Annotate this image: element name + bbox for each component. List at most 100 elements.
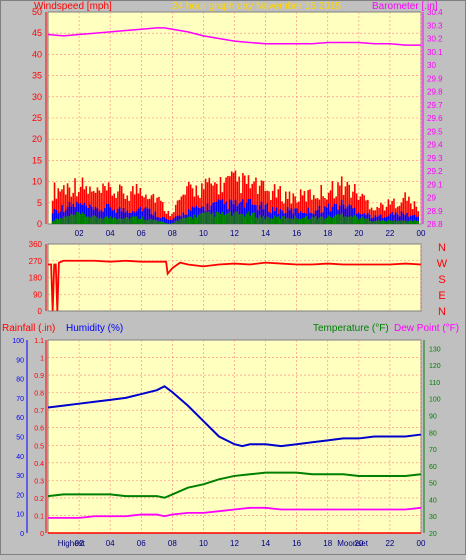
time-tick-label: 08 [168,229,177,238]
barometer-tick-label: 29.1 [427,180,443,189]
humidity-tick-label: 70 [16,396,24,403]
direction-tick-label: 360 [29,240,43,249]
barometer-tick-label: 29.3 [427,154,443,163]
humidity-tick-label: 0 [20,531,24,538]
rainfall-tick-label: 0.6 [34,426,44,433]
windspeed-tick-label: 25 [32,113,42,123]
barometer-tick-label: 28.9 [427,207,443,216]
temperature-tick-label: 20 [429,531,437,538]
windspeed-tick-label: 5 [37,198,42,208]
time-tick-label: 22 [385,539,394,548]
humidity-tick-label: 30 [16,473,24,480]
direction-tick-label: 0 [38,307,43,316]
windspeed-tick-label: 15 [32,155,42,165]
time-tick-label: 00 [417,229,426,238]
temperature-tick-label: 120 [429,363,441,370]
rainfall-tick-label: 1 [40,356,44,363]
time-tick-label: 10 [199,229,208,238]
barometer-tick-label: 29.7 [427,101,443,110]
temperature-tick-label: 30 [429,514,437,521]
compass-label: E [438,290,445,302]
windspeed-tick-label: 20 [32,134,42,144]
windspeed-tick-label: 30 [32,92,42,102]
temperature-tick-label: 100 [429,397,441,404]
compass-label: S [438,274,445,286]
barometer-axis-title: Barometer [.in] [372,1,438,12]
barometer-tick-label: 30.3 [427,21,443,30]
time-tick-label: 08 [168,539,177,548]
barometer-tick-label: 29.2 [427,167,443,176]
compass-label: N [438,242,446,254]
windspeed-tick-label: 45 [32,28,42,38]
direction-tick-label: 180 [29,274,43,283]
temperature-tick-label: 110 [429,380,440,387]
rainfall-tick-label: 0.9 [34,373,44,380]
time-tick-label: 02 [75,539,84,548]
barometer-tick-label: 30.1 [427,48,443,57]
temperature-axis-title: Temperature (°F) [313,323,389,334]
time-tick-label: 20 [354,539,363,548]
windspeed-tick-label: 40 [32,49,42,59]
wind-direction-line [48,259,422,312]
direction-tick-label: 270 [29,257,43,266]
time-tick-label: 18 [323,229,332,238]
rainfall-tick-label: 0 [40,531,44,538]
barometer-tick-label: 29.6 [427,114,443,123]
time-tick-label: 10 [199,539,208,548]
humidity-tick-label: 60 [16,415,24,422]
highest-marker-label: Highest [58,539,86,548]
humidity-axis-title: Humidity (%) [66,323,123,334]
temperature-tick-label: 40 [429,497,437,504]
humidity-tick-label: 50 [16,435,24,442]
barometer-tick-label: 28.8 [427,220,443,229]
rainfall-axis-title: Rainfall (.in) [2,323,55,334]
time-tick-label: 12 [230,229,239,238]
barometer-tick-label: 29.4 [427,141,443,150]
dew-point-axis-title: Dew Point (°F) [394,323,459,334]
time-tick-label: 04 [106,539,115,548]
barometer-tick-label: 29.5 [427,127,443,136]
rainfall-tick-label: 0.7 [34,408,44,415]
rainfall-tick-label: 0.1 [34,513,44,520]
time-tick-label: 06 [137,229,146,238]
temperature-tick-label: 50 [429,481,437,488]
windspeed-tick-label: 35 [32,71,42,81]
temperature-tick-label: 60 [429,464,437,471]
barometer-tick-label: 29.8 [427,88,443,97]
rainfall-tick-label: 0.3 [34,478,44,485]
windspeed-tick-label: 0 [37,219,42,229]
temperature-tick-label: 130 [429,346,441,353]
compass-label: W [437,258,448,270]
humidity-tick-label: 100 [12,338,24,345]
time-tick-label: 12 [230,539,239,548]
time-tick-label: 14 [261,229,270,238]
humidity-tick-label: 40 [16,454,24,461]
rainfall-tick-label: 0.8 [34,391,44,398]
time-tick-label: 16 [292,229,301,238]
windspeed-tick-label: 50 [32,7,42,17]
time-tick-label: 22 [385,229,394,238]
time-tick-label: 18 [323,539,332,548]
time-tick-label: 00 [417,539,426,548]
barometer-tick-label: 29.9 [427,74,443,83]
moonset-marker-label: Moonset [337,539,368,548]
barometer-line [47,27,421,46]
barometer-tick-label: 30.4 [427,8,443,17]
windspeed-tick-label: 10 [32,177,42,187]
time-tick-label: 04 [106,229,115,238]
barometer-tick-label: 30 [427,61,436,70]
time-tick-label: 16 [292,539,301,548]
temperature-line [47,471,422,499]
humidity-tick-label: 90 [16,357,24,364]
humidity-tick-label: 20 [16,492,24,499]
rainfall-tick-label: 0.5 [34,443,44,450]
rainfall-tick-label: 0.4 [34,461,44,468]
temperature-tick-label: 90 [429,414,437,421]
time-tick-label: 14 [261,539,270,548]
dew-point-line [48,506,422,519]
compass-label: N [438,306,446,318]
time-tick-label: 02 [75,229,84,238]
temperature-tick-label: 70 [429,447,437,454]
temperature-tick-label: 80 [429,430,437,437]
